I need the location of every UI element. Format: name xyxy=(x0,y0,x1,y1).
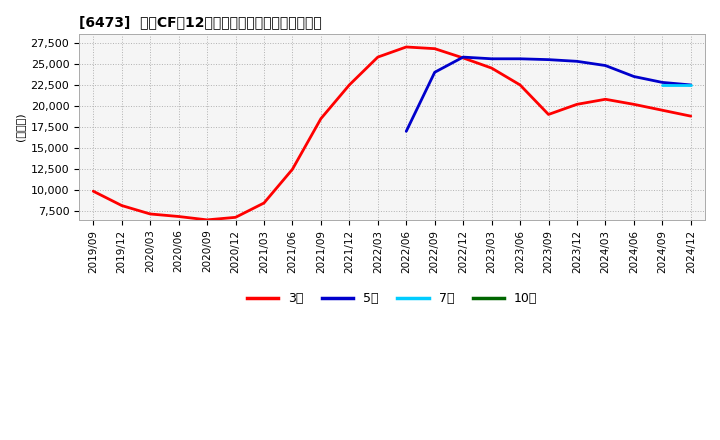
3年 xyxy=(658,108,667,113)
5年 xyxy=(572,59,581,64)
5年 xyxy=(544,57,553,62)
7年 xyxy=(658,82,667,88)
3年 xyxy=(431,46,439,51)
3年 xyxy=(544,112,553,117)
Line: 3年: 3年 xyxy=(94,47,690,220)
Legend: 3年, 5年, 7年, 10年: 3年, 5年, 7年, 10年 xyxy=(241,287,542,310)
3年 xyxy=(345,82,354,88)
5年 xyxy=(629,74,638,79)
3年 xyxy=(146,211,155,216)
3年 xyxy=(89,189,98,194)
3年 xyxy=(260,200,269,205)
3年 xyxy=(459,55,467,61)
3年 xyxy=(374,55,382,60)
5年 xyxy=(459,55,467,60)
3年 xyxy=(117,203,126,208)
5年 xyxy=(658,80,667,85)
5年 xyxy=(487,56,496,62)
5年 xyxy=(686,82,695,88)
3年 xyxy=(601,97,610,102)
Y-axis label: (百万円): (百万円) xyxy=(15,113,25,141)
3年 xyxy=(686,114,695,119)
3年 xyxy=(516,82,524,88)
3年 xyxy=(629,102,638,107)
5年 xyxy=(516,56,524,62)
3年 xyxy=(317,116,325,121)
3年 xyxy=(231,215,240,220)
Line: 5年: 5年 xyxy=(406,57,690,131)
Text: [6473]  投資CFの12か月移動合計の標準偏差の推移: [6473] 投資CFの12か月移動合計の標準偏差の推移 xyxy=(79,15,322,29)
3年 xyxy=(288,167,297,172)
3年 xyxy=(402,44,410,50)
7年 xyxy=(686,82,695,88)
3年 xyxy=(487,66,496,71)
5年 xyxy=(431,70,439,75)
5年 xyxy=(601,63,610,68)
3年 xyxy=(572,102,581,107)
3年 xyxy=(203,217,212,223)
5年 xyxy=(402,128,410,134)
3年 xyxy=(174,214,183,219)
